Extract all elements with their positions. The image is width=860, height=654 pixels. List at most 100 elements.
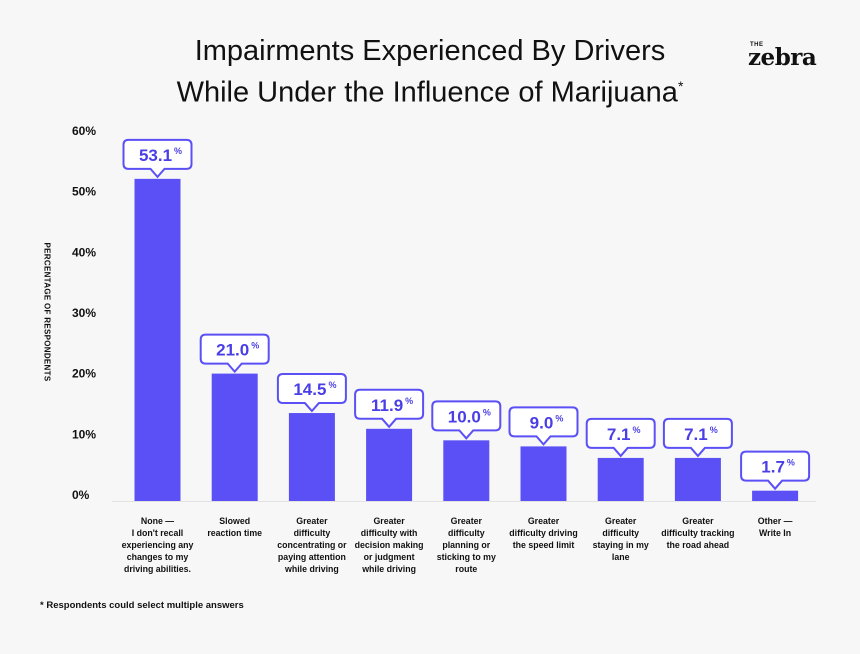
bar: [366, 428, 413, 501]
x-category-label-line: lane: [612, 552, 630, 562]
x-category-label-line: Greater: [605, 516, 637, 526]
x-category-label: Greater difficulty planning or sticking to …: [437, 516, 496, 574]
chart-title-line-2-text: While Under the Influence of Marijuana: [176, 76, 678, 109]
bar-value-label: 10.0: [448, 407, 481, 426]
callout-box: [585, 417, 656, 458]
x-category-label-line: experiencing any: [122, 540, 194, 550]
bar-value-suffix: %: [555, 413, 563, 423]
bar: [674, 457, 721, 501]
x-category-label-line: Greater: [373, 516, 405, 526]
bar-value-suffix: %: [787, 458, 795, 468]
bar-value-suffix: %: [633, 425, 641, 435]
bar: [211, 373, 258, 501]
x-category-label-line: reaction time: [207, 528, 262, 538]
footnote: * Respondents could select multiple answ…: [40, 600, 244, 611]
bar: [134, 178, 181, 502]
data-label-callout: 11.9: [354, 388, 425, 429]
bar: [288, 413, 335, 501]
x-category-label-line: route: [455, 564, 477, 574]
bar-value-label: 1.7: [761, 458, 785, 477]
data-label-callout: 53.1: [122, 138, 193, 179]
y-tick-label: 20%: [72, 367, 96, 381]
x-category-label-line: paying attention: [278, 552, 346, 562]
bar: [752, 490, 799, 501]
chart-title-line-1: Impairments Experienced By Drivers: [194, 35, 666, 67]
x-category-label-line: planning or: [442, 540, 490, 550]
chart-title-line-2: While Under the Influence of Marijuana*: [130, 69, 730, 111]
x-category-label-line: while driving: [284, 564, 339, 574]
bar-value-suffix: %: [174, 146, 182, 156]
x-category-label: Greater difficulty staying in my lane: [593, 516, 649, 562]
x-category-label: None — I don't recall experiencing any chan…: [122, 516, 194, 574]
logo-wordmark: zebra: [748, 44, 817, 71]
data-label-callout: 7.1: [585, 417, 656, 458]
data-label-callout: 10.0: [431, 400, 502, 440]
x-category-label-line: difficulty: [294, 528, 331, 538]
x-category-label: Slowed reaction time: [207, 516, 262, 538]
bar-value-label: 14.5: [293, 380, 326, 399]
x-category-label-line: Greater: [528, 516, 560, 526]
data-label-callout: 1.7: [740, 450, 811, 491]
x-category-label-line: difficulty with: [361, 528, 418, 538]
callout-box: [276, 373, 347, 413]
callout-box: [662, 417, 733, 458]
bar-value-label: 7.1: [607, 425, 631, 444]
x-category-label: Other — Write In: [758, 516, 793, 538]
logo-small-text: THE: [750, 42, 764, 48]
x-category-label: Greater difficulty driving the speed limit: [509, 516, 577, 550]
data-label-callout: 7.1: [662, 417, 733, 458]
y-tick-label: 0%: [72, 488, 90, 502]
x-category-label-line: sticking to my: [437, 552, 496, 562]
bar-value-label: 9.0: [530, 413, 554, 432]
x-category-label-line: the road ahead: [667, 540, 730, 550]
x-category-label-line: driving abilities.: [124, 564, 191, 574]
x-category-label-line: the speed limit: [513, 540, 575, 550]
bar-value-label: 7.1: [684, 425, 708, 444]
x-category-label-line: Greater: [451, 516, 483, 526]
bar-value-suffix: %: [328, 380, 336, 390]
callout-box: [199, 333, 270, 374]
x-category-label-line: I don't recall: [132, 528, 183, 538]
x-category-label-line: Write In: [759, 528, 791, 538]
y-tick-label: 60%: [72, 124, 96, 138]
y-tick-label: 50%: [72, 185, 96, 199]
bar-value-label: 53.1: [139, 146, 172, 165]
bar: [443, 440, 490, 501]
x-category-label-line: changes to my: [127, 552, 189, 562]
bar-value-suffix: %: [483, 407, 491, 417]
bar-value-suffix: %: [405, 396, 413, 406]
data-label-callout: 14.5: [276, 373, 347, 413]
x-category-label-line: difficulty: [448, 528, 485, 538]
data-label-callout: 9.0: [508, 406, 579, 446]
bar: [597, 457, 644, 501]
x-category-label-line: None —: [141, 516, 174, 526]
callout-box: [508, 406, 579, 446]
data-label-callout: 21.0: [199, 333, 270, 374]
bar-value-label: 21.0: [216, 341, 249, 360]
x-category-label-line: concentrating or: [277, 540, 347, 550]
bar-value-suffix: %: [251, 341, 259, 351]
y-tick-label: 10%: [72, 427, 96, 441]
x-category-label-line: difficulty tracking: [661, 528, 734, 538]
x-category-label-line: or judgment: [364, 552, 415, 562]
y-tick-label: 30%: [72, 306, 96, 320]
x-category-label: Greater difficulty concentrating or paying …: [277, 516, 347, 574]
x-category-label-line: Other —: [758, 516, 793, 526]
callout-box: [431, 400, 502, 440]
callout-box: [740, 450, 811, 491]
x-category-label-line: decision making: [355, 540, 424, 550]
x-category-label: Greater difficulty tracking the road ahead: [661, 516, 734, 550]
y-tick-label: 40%: [72, 245, 96, 259]
callout-box: [122, 138, 193, 179]
title-footnote-mark: *: [677, 78, 684, 94]
bar-value-label: 11.9: [371, 396, 403, 415]
x-category-label-line: Slowed: [219, 516, 250, 526]
bar: [520, 446, 567, 501]
x-category-label-line: Greater: [296, 516, 328, 526]
x-category-label-line: staying in my: [593, 540, 649, 550]
x-category-label-line: difficulty driving: [509, 528, 577, 538]
callout-box: [354, 388, 425, 429]
x-category-label-line: while driving: [361, 564, 416, 574]
bar-value-suffix: %: [710, 425, 718, 435]
